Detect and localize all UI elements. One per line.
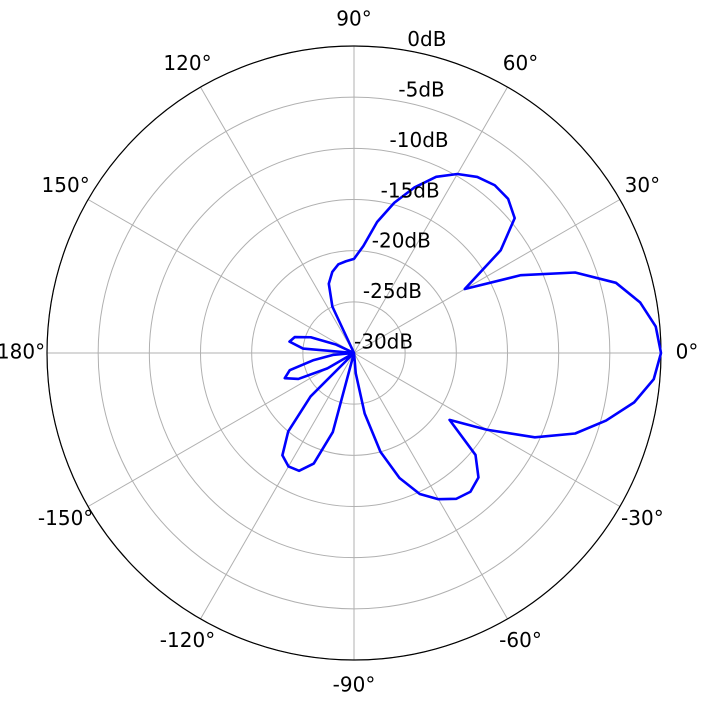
angle-tick-label: -30° xyxy=(621,506,664,530)
radial-tick-label: -5dB xyxy=(398,78,444,102)
radial-grid-line xyxy=(200,199,508,507)
radial-tick-label: -10dB xyxy=(390,128,449,152)
radial-grid-line xyxy=(148,147,560,559)
angle-tick-label: -120° xyxy=(160,628,215,652)
angle-tick-label: 30° xyxy=(625,173,660,197)
radial-tick-label: -30dB xyxy=(354,330,413,354)
angle-tick-label: 150° xyxy=(42,173,90,197)
pattern-line xyxy=(281,172,663,501)
radial-grid-line xyxy=(251,250,457,456)
radial-tick-label: 0dB xyxy=(407,27,446,51)
radial-tick-label: -25dB xyxy=(363,279,422,303)
angle-tick-label: 0° xyxy=(676,340,699,364)
radial-tick-label: -15dB xyxy=(381,178,440,202)
angle-tick-label: 120° xyxy=(163,51,211,75)
angle-tick-label: 60° xyxy=(503,51,538,75)
angle-tick-label: 180° xyxy=(0,340,45,364)
angle-tick-label: -90° xyxy=(333,673,376,697)
radial-tick-label: -20dB xyxy=(372,229,431,253)
radial-grid-line xyxy=(97,96,611,610)
radial-grid-line xyxy=(302,301,406,405)
angle-tick-label: 90° xyxy=(336,7,371,31)
angle-tick-label: -60° xyxy=(499,628,542,652)
angle-tick-label: -150° xyxy=(38,506,93,530)
